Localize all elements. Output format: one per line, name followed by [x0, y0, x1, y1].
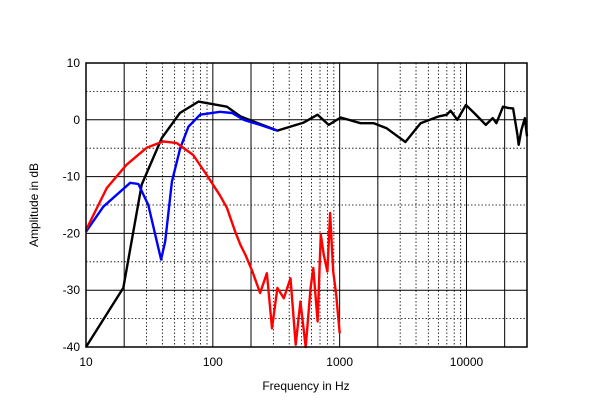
y-tick-label: -20 [63, 226, 81, 240]
x-axis-label: Frequency in Hz [262, 379, 349, 393]
series-line-black [84, 100, 529, 348]
x-tick-label: 1000 [326, 355, 353, 369]
x-tick-labels: 10 100 1000 10000 [79, 355, 483, 369]
x-tick-label: 10 [79, 355, 93, 369]
y-tick-labels: 10 0 -10 -20 -30 -40 [63, 56, 81, 354]
y-tick-label: 10 [67, 56, 81, 70]
grid [86, 63, 527, 347]
y-axis-label: Amplitude in dB [27, 163, 41, 247]
series-line-blue [85, 110, 278, 261]
series-group [84, 100, 529, 349]
y-tick-label: -40 [63, 340, 81, 354]
plot-frame [85, 62, 528, 348]
x-tick-label: 100 [203, 355, 223, 369]
series-line-red [84, 140, 341, 349]
y-tick-label: 0 [73, 113, 80, 127]
x-tick-label: 10000 [450, 355, 484, 369]
y-tick-label: -30 [63, 283, 81, 297]
y-tick-label: -10 [63, 170, 81, 184]
